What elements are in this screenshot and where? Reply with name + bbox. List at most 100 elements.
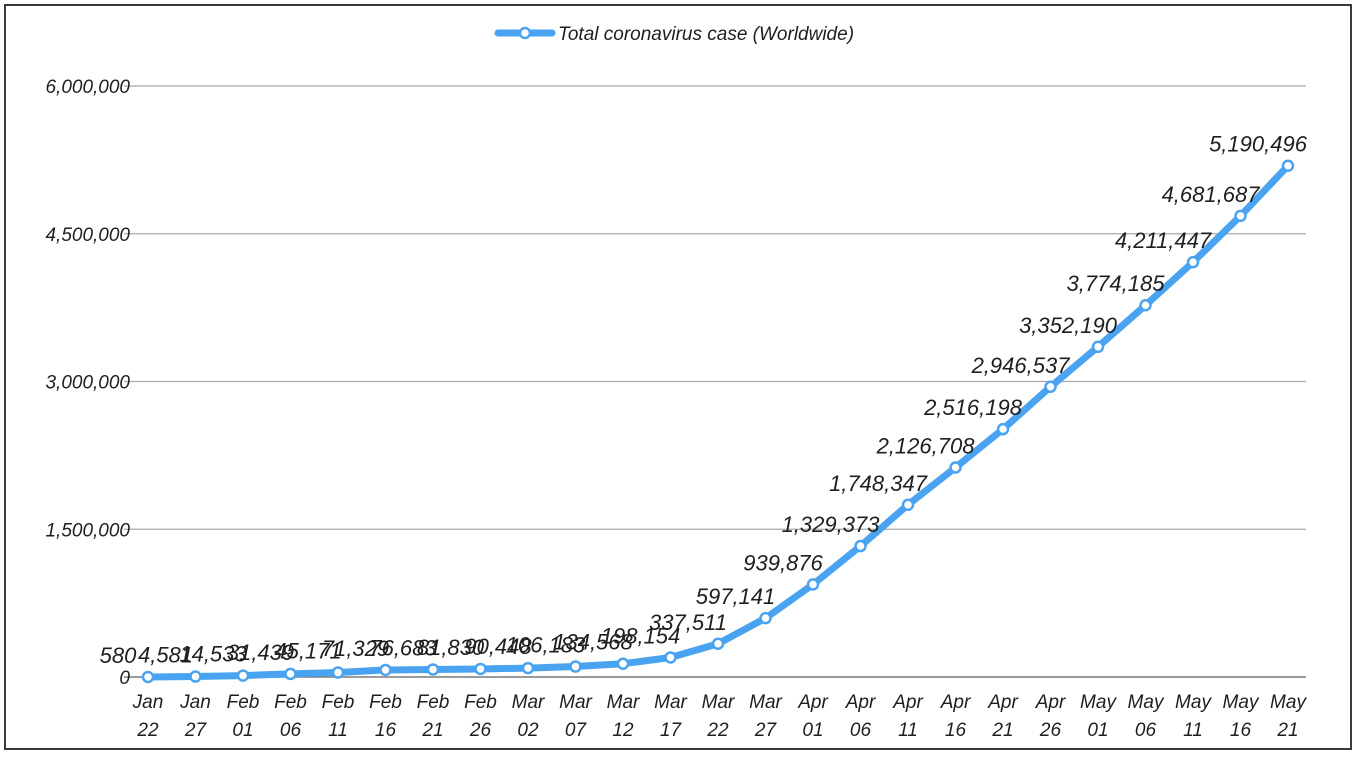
x-tick-label-day: 22 (706, 720, 729, 741)
x-tick-label-month: May (1080, 692, 1117, 713)
x-tick-label-day: 26 (1039, 720, 1062, 741)
x-tick-label-day: 01 (1087, 720, 1108, 741)
data-label: 71,329 (322, 636, 389, 661)
x-tick-label-month: Apr (892, 692, 923, 713)
data-point (521, 661, 535, 675)
data-label: 4,681,687 (1162, 182, 1261, 207)
x-tick-label-day: 01 (232, 720, 253, 741)
x-tick-label-month: Mar (607, 692, 640, 713)
x-tick-label-day: 21 (991, 720, 1013, 741)
line-chart: 0 1,500,000 3,000,000 4,500,000 6,000,000 Ja… (45, 24, 1308, 741)
data-point (711, 637, 725, 651)
legend: Total coronavirus case (Worldwide) (494, 24, 854, 45)
x-tick-label-month: Apr (797, 692, 828, 713)
x-tick-label-day: 11 (898, 720, 918, 741)
x-tick-label-month: Apr (1035, 692, 1066, 713)
data-point (806, 578, 820, 591)
x-tick-label-month: Feb (322, 692, 355, 713)
x-tick-label-day: 01 (802, 720, 823, 741)
data-label: 2,516,198 (923, 395, 1023, 420)
data-label: 5,190,496 (1209, 132, 1308, 157)
y-tick-label: 0 (119, 668, 130, 689)
data-label: 90,448 (464, 634, 532, 659)
x-tick-label-day: 27 (184, 720, 208, 741)
data-label: 76,683 (369, 635, 437, 660)
data-point (616, 657, 630, 670)
series-layer (141, 159, 1295, 684)
x-tick-label-day: 21 (1276, 720, 1298, 741)
chart-frame: 0 1,500,000 3,000,000 4,500,000 6,000,000 Ja… (4, 4, 1352, 750)
x-tick-label-day: 06 (280, 720, 302, 741)
x-tick-label-day: 16 (1230, 720, 1252, 741)
x-tick-label-day: 11 (328, 720, 348, 741)
data-point (1139, 298, 1152, 312)
x-tick-label-month: Feb (464, 692, 497, 713)
data-point (1234, 209, 1247, 223)
data-point (379, 663, 392, 677)
x-tick-label-day: 16 (375, 720, 397, 741)
x-tick-label-month: May (1175, 692, 1212, 713)
x-tick-label-month: Apr (940, 692, 971, 713)
data-label: 31,439 (227, 640, 294, 665)
x-tick-label-day: 26 (469, 720, 492, 741)
data-label: 1,748,347 (829, 471, 928, 496)
x-tick-label-month: Feb (369, 692, 402, 713)
x-axis-ticks: Jan 22 Jan 27 Feb 01 Feb 06 Feb 11 Feb 16 Feb 21 Feb 26… (132, 692, 1308, 741)
x-tick-label-month: Apr (845, 692, 876, 713)
y-tick-label: 4,500,000 (45, 225, 130, 246)
x-tick-label-month: Mar (559, 692, 592, 713)
data-point (901, 498, 915, 512)
y-tick-label: 6,000,000 (45, 77, 130, 98)
x-tick-label-day: 07 (565, 720, 588, 741)
data-point (236, 669, 250, 682)
x-tick-label-month: Mar (512, 692, 545, 713)
x-tick-label-month: Feb (227, 692, 260, 713)
data-label: 337,511 (649, 610, 727, 635)
x-tick-label-day: 22 (136, 720, 159, 741)
data-labels: 580 4,58114,53331,43945,17171,32976,68381… (100, 132, 1308, 668)
x-tick-label-day: 27 (754, 720, 778, 741)
data-label: 2,126,708 (876, 434, 976, 459)
x-tick-label-month: Feb (417, 692, 450, 713)
data-point (284, 667, 297, 681)
data-point (474, 662, 487, 676)
y-tick-label: 3,000,000 (45, 373, 130, 394)
data-label: 597,141 (696, 584, 776, 609)
x-tick-label-day: 17 (660, 720, 683, 741)
data-point (331, 666, 345, 679)
data-point (189, 670, 202, 683)
gridlines (124, 85, 1306, 678)
y-tick-label: 1,500,000 (45, 520, 130, 541)
data-point (996, 422, 1010, 436)
data-point (854, 539, 867, 553)
x-tick-label-month: Feb (274, 692, 307, 713)
x-tick-label-day: 16 (945, 720, 967, 741)
data-label: 106,183 (506, 633, 586, 658)
data-point (1281, 159, 1295, 172)
data-label: 81,830 (417, 635, 485, 660)
data-label: 2,946,537 (971, 353, 1071, 378)
data-label: 4,211,447 (1115, 228, 1212, 253)
data-label: 580 (100, 643, 137, 668)
x-tick-label-day: 02 (517, 720, 539, 741)
x-tick-label-day: 12 (612, 720, 634, 741)
data-label: 1,329,373 (782, 512, 881, 537)
legend-entry: Total coronavirus case (Worldwide) (558, 24, 854, 45)
x-tick-label-month: Jan (132, 692, 164, 713)
x-tick-label-month: Apr (987, 692, 1018, 713)
x-tick-label-month: Mar (749, 692, 782, 713)
data-point (1044, 380, 1057, 394)
data-label: 3,352,190 (1019, 313, 1118, 338)
data-label: 14,533 (179, 642, 247, 667)
data-label: 198,154 (601, 623, 681, 648)
data-label: 3,774,185 (1067, 271, 1166, 296)
x-tick-label-month: Mar (702, 692, 735, 713)
x-tick-label-day: 11 (1183, 720, 1203, 741)
x-tick-label-month: Jan (179, 692, 211, 713)
legend-marker-swatch (518, 26, 532, 40)
data-point (664, 651, 677, 664)
x-tick-label-day: 06 (850, 720, 872, 741)
data-point (1091, 340, 1105, 354)
data-label: 45,171 (274, 639, 341, 664)
x-tick-label-month: May (1270, 692, 1307, 713)
